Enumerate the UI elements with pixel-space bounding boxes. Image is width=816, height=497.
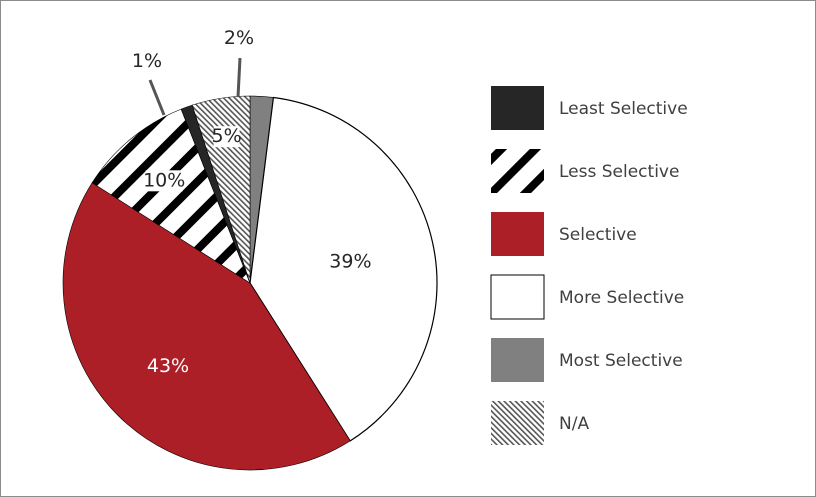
value-label-bg-n-a (213, 126, 240, 148)
pie-slice-less-selective (91, 108, 251, 284)
leader-line-least-selective (148, 79, 166, 116)
legend-swatch-selective (491, 212, 544, 256)
legend-swatch-most-selective (491, 338, 544, 382)
legend-swatch-less-selective (491, 149, 544, 193)
value-label-more-selective: 39% (329, 251, 371, 273)
legend-swatch-n-a (491, 401, 544, 445)
value-label-less-selective: 10% (143, 169, 185, 191)
value-label-least-selective: 1% (132, 50, 162, 72)
legend-label-least-selective: Least Selective (559, 99, 688, 119)
pie-slice-selective (62, 182, 351, 471)
legend-label-n-a: N/A (559, 414, 589, 434)
legend-label-more-selective: More Selective (559, 288, 684, 308)
pie-slice-more-selective (249, 96, 438, 442)
legend-label-most-selective: Most Selective (559, 351, 683, 371)
value-label-selective: 43% (147, 355, 189, 377)
legend-label-less-selective: Less Selective (559, 162, 679, 182)
value-label-bg-less-selective (145, 170, 183, 192)
legend-swatch-least-selective (491, 86, 544, 130)
leader-line-most-selective (236, 57, 242, 98)
value-label-most-selective: 2% (224, 27, 254, 49)
value-label-n-a: 5% (212, 125, 242, 147)
legend-label-selective: Selective (559, 225, 637, 245)
legend-swatch-more-selective (490, 274, 545, 320)
